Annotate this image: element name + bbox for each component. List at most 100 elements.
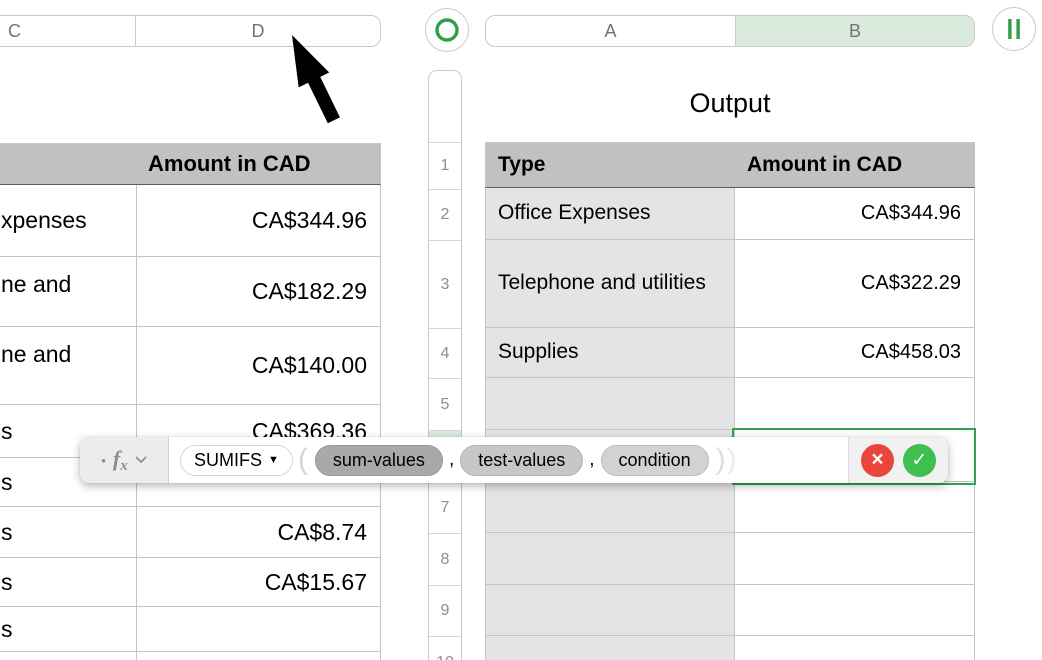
cell-type[interactable]: Telephone and utilities xyxy=(486,240,735,327)
cell-type[interactable] xyxy=(486,533,735,584)
cell-type[interactable] xyxy=(486,636,735,660)
function-name: SUMIFS xyxy=(194,449,263,470)
comma-separator: , xyxy=(448,449,455,470)
dropdown-arrow-icon: ▼ xyxy=(268,454,279,466)
cell-type[interactable]: Office Expenses xyxy=(486,188,735,239)
left-cell-value[interactable]: CA$140.00 xyxy=(137,327,380,404)
chevron-down-icon xyxy=(135,456,147,463)
close-paren: ) xyxy=(715,443,726,476)
cell-text: Telephone and utilities xyxy=(498,271,706,295)
fx-menu-button[interactable]: • fx xyxy=(80,437,169,483)
table-row xyxy=(485,482,975,533)
output-table-header-row: Type Amount in CAD xyxy=(485,142,975,188)
left-cell-label[interactable]: s xyxy=(0,558,137,606)
left-cell-value[interactable]: CA$8.74 xyxy=(137,507,380,557)
left-cell-label[interactable]: s xyxy=(0,405,137,457)
left-cell-label[interactable]: ne and xyxy=(0,327,137,404)
column-header-A[interactable]: A xyxy=(604,20,617,41)
left-cell-label[interactable]: s xyxy=(0,507,137,557)
cell-amount[interactable]: CA$344.96 xyxy=(735,188,974,239)
token-sum-values[interactable]: sum-values xyxy=(314,444,443,476)
cancel-x-icon: × xyxy=(871,448,884,471)
cell-amount[interactable]: CA$322.29 xyxy=(735,240,974,327)
table-row: Telephone and utilities CA$322.29 xyxy=(485,240,975,328)
table-row xyxy=(485,636,975,660)
table-row xyxy=(485,378,975,430)
right-column-header-strip: A B xyxy=(485,15,975,47)
cell-amount[interactable]: CA$458.03 xyxy=(735,328,974,377)
left-column-header-strip: C D xyxy=(0,15,381,47)
table-row: ne and CA$182.29 xyxy=(0,257,381,327)
table-row: s CA$8.74 xyxy=(0,507,381,558)
table-row: s CA$15.67 xyxy=(0,558,381,607)
column-bars-icon xyxy=(1008,19,1020,39)
table-handle-button[interactable] xyxy=(425,8,469,52)
header-cell-type[interactable]: Type xyxy=(486,143,735,187)
formula-editor: • fx SUMIFS ▼ ( sum-values , test-values… xyxy=(80,437,948,483)
table-row xyxy=(485,585,975,636)
function-name-dropdown[interactable]: SUMIFS ▼ xyxy=(180,444,293,476)
row-number[interactable]: 8 xyxy=(429,534,461,586)
table-row: xpenses CA$344.96 xyxy=(0,185,381,257)
left-cell-label[interactable]: s xyxy=(0,607,137,651)
header-cell-amount[interactable]: Amount in CAD xyxy=(735,143,974,187)
cell-type[interactable] xyxy=(486,482,735,532)
cell-type[interactable] xyxy=(486,378,735,429)
left-table-header-row: Amount in CAD xyxy=(0,143,381,185)
close-paren: ) xyxy=(726,443,737,476)
row-number[interactable]: 7 xyxy=(429,483,461,534)
drag-dot-icon: • xyxy=(101,452,106,468)
cell-text: Office Expenses xyxy=(498,201,651,225)
cell-amount[interactable] xyxy=(735,482,974,532)
cell-amount[interactable] xyxy=(735,636,974,660)
row-number[interactable]: 5 xyxy=(429,379,461,431)
row-number[interactable]: 10 xyxy=(429,637,461,660)
left-cell-value[interactable] xyxy=(137,607,380,651)
row-number[interactable]: 2 xyxy=(429,190,461,241)
open-paren: ( xyxy=(297,443,308,476)
accept-check-icon: ✓ xyxy=(911,449,928,471)
left-cell-value[interactable]: CA$15.67 xyxy=(137,558,380,606)
formula-token-area: SUMIFS ▼ ( sum-values , test-values , co… xyxy=(169,437,848,483)
formula-action-buttons: × ✓ xyxy=(848,437,948,483)
cell-text: Supplies xyxy=(498,340,579,364)
table-row: Office Expenses CA$344.96 xyxy=(485,188,975,240)
token-test-values[interactable]: test-values xyxy=(460,444,584,476)
left-cell-label[interactable] xyxy=(0,652,137,660)
sheet-title: Output xyxy=(689,88,771,118)
row-number[interactable]: 4 xyxy=(429,329,461,379)
left-header-cell-amount[interactable]: Amount in CAD xyxy=(137,144,380,184)
cell-type[interactable]: Supplies xyxy=(486,328,735,377)
table-row xyxy=(485,533,975,585)
cell-type[interactable] xyxy=(486,585,735,635)
table-row xyxy=(0,652,381,660)
column-header-C[interactable]: C xyxy=(8,20,21,41)
left-cell-label[interactable]: ne and xyxy=(0,257,137,326)
add-column-handle-button[interactable] xyxy=(992,7,1036,51)
table-row: ne and CA$140.00 xyxy=(0,327,381,405)
row-number-blank[interactable] xyxy=(429,71,461,143)
cell-amount[interactable] xyxy=(735,378,974,429)
row-number[interactable]: 3 xyxy=(429,241,461,329)
cancel-button[interactable]: × xyxy=(861,443,894,477)
row-number-strip: 1 2 3 4 5 6 7 8 9 10 xyxy=(428,70,462,660)
column-header-B[interactable]: B xyxy=(735,16,974,46)
left-header-cell-empty[interactable] xyxy=(0,144,137,184)
cell-amount[interactable] xyxy=(735,533,974,584)
row-number[interactable]: 1 xyxy=(429,143,461,190)
comma-separator: , xyxy=(589,449,595,470)
table-row: s xyxy=(0,607,381,652)
left-cell-label[interactable]: xpenses xyxy=(0,185,137,256)
column-header-D[interactable]: D xyxy=(135,16,380,46)
fx-icon: fx xyxy=(112,445,128,474)
token-condition[interactable]: condition xyxy=(600,444,709,476)
left-cell-value[interactable]: CA$344.96 xyxy=(137,185,380,256)
left-cell-value[interactable] xyxy=(137,652,380,660)
accept-button[interactable]: ✓ xyxy=(903,443,936,477)
table-select-circle-icon xyxy=(435,18,459,42)
left-cell-value[interactable]: CA$182.29 xyxy=(137,257,380,326)
table-row: Supplies CA$458.03 xyxy=(485,328,975,378)
cell-amount[interactable] xyxy=(735,585,974,635)
row-number[interactable]: 9 xyxy=(429,586,461,637)
